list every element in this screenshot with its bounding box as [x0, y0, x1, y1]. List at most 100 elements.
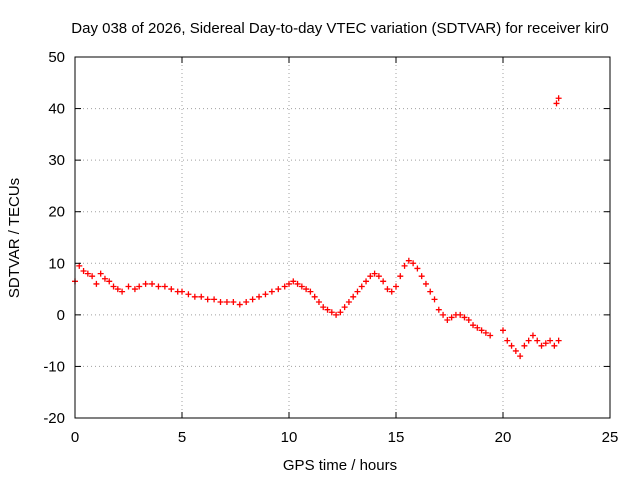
data-point	[191, 293, 198, 300]
y-tick-label: 40	[48, 101, 65, 118]
data-point	[350, 293, 357, 300]
data-point	[517, 353, 524, 360]
data-point	[422, 280, 429, 287]
data-point	[230, 298, 237, 305]
data-point	[110, 283, 117, 290]
data-point	[388, 288, 395, 295]
data-point	[268, 288, 275, 295]
data-point	[427, 288, 434, 295]
data-point	[547, 337, 554, 344]
data-point	[198, 293, 205, 300]
data-point	[256, 293, 263, 300]
data-point	[341, 304, 348, 311]
data-point	[84, 270, 91, 277]
plot-frame	[74, 56, 611, 419]
data-point	[125, 283, 132, 290]
data-point	[290, 278, 297, 285]
data-point	[161, 283, 168, 290]
data-point	[553, 100, 560, 107]
data-point	[478, 327, 485, 334]
data-point	[204, 296, 211, 303]
data-point	[457, 311, 464, 318]
data-point	[512, 347, 519, 354]
data-point	[185, 291, 192, 298]
y-tick-label: -10	[43, 358, 65, 375]
data-point	[529, 332, 536, 339]
data-point	[142, 280, 149, 287]
data-point	[444, 317, 451, 324]
data-point	[324, 306, 331, 313]
data-point	[500, 327, 506, 334]
data-point	[474, 324, 481, 331]
data-point	[508, 342, 515, 349]
x-tick-label: 20	[495, 429, 512, 446]
data-point	[275, 286, 282, 293]
data-point	[448, 314, 455, 321]
data-point	[286, 280, 292, 287]
y-tick-label: 30	[48, 152, 65, 169]
y-axis-label: SDTVAR / TECUs	[6, 178, 23, 298]
data-point	[414, 265, 421, 272]
data-point	[465, 317, 472, 324]
data-point	[482, 329, 489, 336]
data-point	[551, 342, 558, 349]
data-point	[136, 283, 143, 290]
x-tick-label: 25	[602, 429, 619, 446]
y-tick-label: 10	[48, 255, 65, 272]
data-point	[281, 283, 288, 290]
data-point	[525, 337, 532, 344]
data-point	[328, 309, 335, 316]
data-point	[303, 286, 310, 293]
data-point	[542, 340, 549, 347]
data-point	[106, 278, 113, 285]
data-point	[405, 257, 412, 264]
data-point	[333, 311, 340, 318]
data-point	[217, 298, 224, 305]
data-point	[320, 304, 327, 311]
x-tick-label: 0	[71, 429, 79, 446]
x-axis-label: GPS time / hours	[283, 457, 397, 474]
y-tick-label: 50	[48, 49, 65, 66]
data-point	[345, 298, 352, 305]
data-point	[149, 280, 156, 287]
data-point	[168, 286, 175, 293]
data-point	[504, 337, 511, 344]
chart-title: Day 038 of 2026, Sidereal Day-to-day VTE…	[71, 20, 608, 37]
data-point	[401, 262, 408, 269]
data-point	[354, 288, 361, 295]
data-point	[262, 291, 269, 298]
data-point	[337, 309, 344, 316]
y-tick-label: 0	[57, 307, 65, 324]
grid-lines	[75, 57, 610, 418]
data-point	[119, 288, 126, 295]
y-tick-label: 20	[48, 204, 65, 221]
data-point	[461, 314, 468, 321]
data-point	[358, 283, 365, 290]
data-point	[555, 337, 562, 344]
data-point	[311, 293, 318, 300]
data-point	[307, 288, 314, 295]
data-point	[375, 273, 382, 280]
data-point	[393, 283, 399, 290]
data-point	[418, 273, 425, 280]
data-point	[431, 296, 438, 303]
data-point	[371, 270, 378, 277]
x-tick-label: 10	[281, 429, 298, 446]
y-tick-label: -20	[43, 410, 65, 427]
data-point	[236, 301, 243, 308]
data-point	[76, 262, 83, 269]
data-point	[397, 273, 404, 280]
data-point	[101, 275, 108, 282]
data-point	[384, 286, 391, 293]
data-points	[72, 95, 562, 360]
data-point	[440, 311, 447, 318]
data-point	[298, 283, 305, 290]
data-point	[249, 296, 256, 303]
data-point	[155, 283, 162, 290]
data-point	[131, 286, 138, 293]
x-tick-label: 15	[388, 429, 405, 446]
data-point	[80, 268, 87, 275]
data-point	[534, 337, 541, 344]
data-point	[435, 306, 442, 313]
